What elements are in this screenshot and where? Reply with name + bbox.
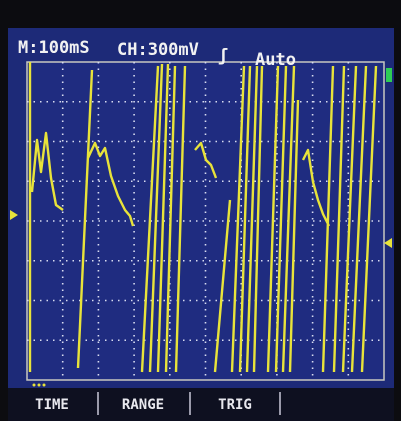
channel-label: CH:300mV: [117, 40, 199, 60]
menu: TIME RANGE TRIG: [35, 397, 252, 413]
page: M:100mS CH:300mV ʃ Auto TIMERANGETRIG ((…: [0, 0, 401, 421]
status-marker: [386, 68, 392, 82]
indicator-dot: [43, 384, 46, 387]
menu-item[interactable]: TRIG: [218, 397, 252, 413]
menu-item[interactable]: RANGE: [122, 397, 164, 413]
menu-item[interactable]: TIME: [35, 397, 69, 413]
timebase-label: M:100mS: [18, 38, 90, 58]
indicator-dot: [33, 384, 36, 387]
trigger-edge: ʃ: [218, 46, 228, 66]
oscilloscope-screen: M:100mS CH:300mV ʃ Auto TIMERANGETRIG: [0, 0, 401, 421]
indicator-dot: [38, 384, 41, 387]
